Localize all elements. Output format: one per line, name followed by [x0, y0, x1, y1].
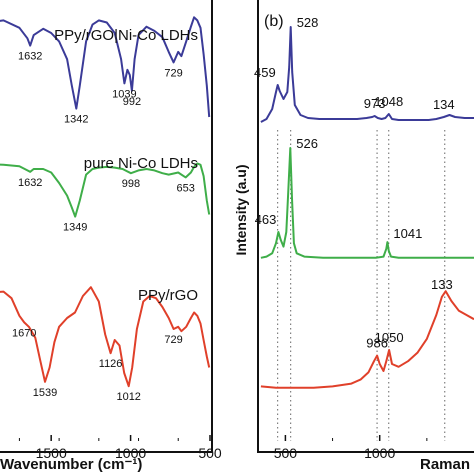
panel-a-peak-label: 1039 — [112, 88, 136, 100]
panel-a-peak-label: 1670 — [12, 327, 36, 339]
panel-b-series-1 — [260, 147, 474, 259]
panel-b-peak-label: 134 — [433, 97, 455, 112]
panel-b-x-axis-title: Raman — [420, 456, 470, 473]
panel-a-peak-label: 729 — [164, 67, 182, 79]
panel-b-x-tick-label: 1000 — [364, 445, 395, 461]
panel-b-peak-label: 463 — [255, 212, 277, 227]
panel-a-x-tick-label: 1000 — [115, 445, 146, 461]
panel-a-peak-label: 1539 — [33, 387, 57, 399]
panel-b-tag: (b) — [264, 13, 284, 30]
panel-a-x-tick-label: 500 — [198, 445, 222, 461]
series-label-pure-ldhs: pure Ni-Co LDHs — [84, 155, 198, 172]
panel-a-peak-label: 1632 — [18, 177, 42, 189]
panel-b-peak-label: 1050 — [375, 330, 404, 345]
panel-b-peak-label: 986 — [366, 336, 388, 351]
panel-a-peak-label: 1349 — [63, 222, 87, 234]
panel-b-peak-label: 973 — [364, 96, 386, 111]
series-label-ppy-rgo-ldhs: PPy/rGO|Ni-Co LDHs — [54, 27, 198, 44]
panel-a-x-tick-label: 1500 — [36, 445, 67, 461]
panel-b-peak-label: 133 — [431, 277, 453, 292]
panel-a-peak-label: 1012 — [116, 391, 140, 403]
panel-b-x-tick-label: 500 — [274, 445, 298, 461]
panel-b-series-2 — [260, 290, 474, 389]
panel-a-series-2 — [0, 286, 211, 388]
panel-a-peak-label: 998 — [122, 178, 140, 190]
panel-a-peak-label: 729 — [164, 334, 182, 346]
panel-b-peak-label: 528 — [297, 15, 319, 30]
panel-b-series-0 — [260, 26, 474, 123]
panel-a-peak-label: 1632 — [18, 51, 42, 63]
panel-b-peak-label: 1048 — [374, 94, 403, 109]
panel-a-series-0 — [0, 16, 211, 118]
panel-b-peak-label: 526 — [296, 136, 318, 151]
panel-b-peak-label: 459 — [254, 65, 276, 80]
panel-a-series-1 — [0, 162, 211, 218]
panel-b-frame — [257, 0, 474, 453]
panel-b-y-axis-title: Intensity (a.u) — [233, 164, 249, 255]
panel-a-peak-label: 1126 — [99, 358, 123, 370]
panel-a-x-axis-title: Wavenumber (cm⁻¹) — [0, 456, 142, 473]
panel-a-peak-label: 653 — [177, 182, 195, 194]
panel-b-peak-label: 1041 — [393, 226, 422, 241]
panel-a-frame — [0, 0, 213, 453]
panel-a-peak-label: 1342 — [64, 114, 88, 126]
panel-a-peak-label: 992 — [123, 96, 141, 108]
series-label-ppy-rgo: PPy/rGO — [138, 287, 198, 304]
